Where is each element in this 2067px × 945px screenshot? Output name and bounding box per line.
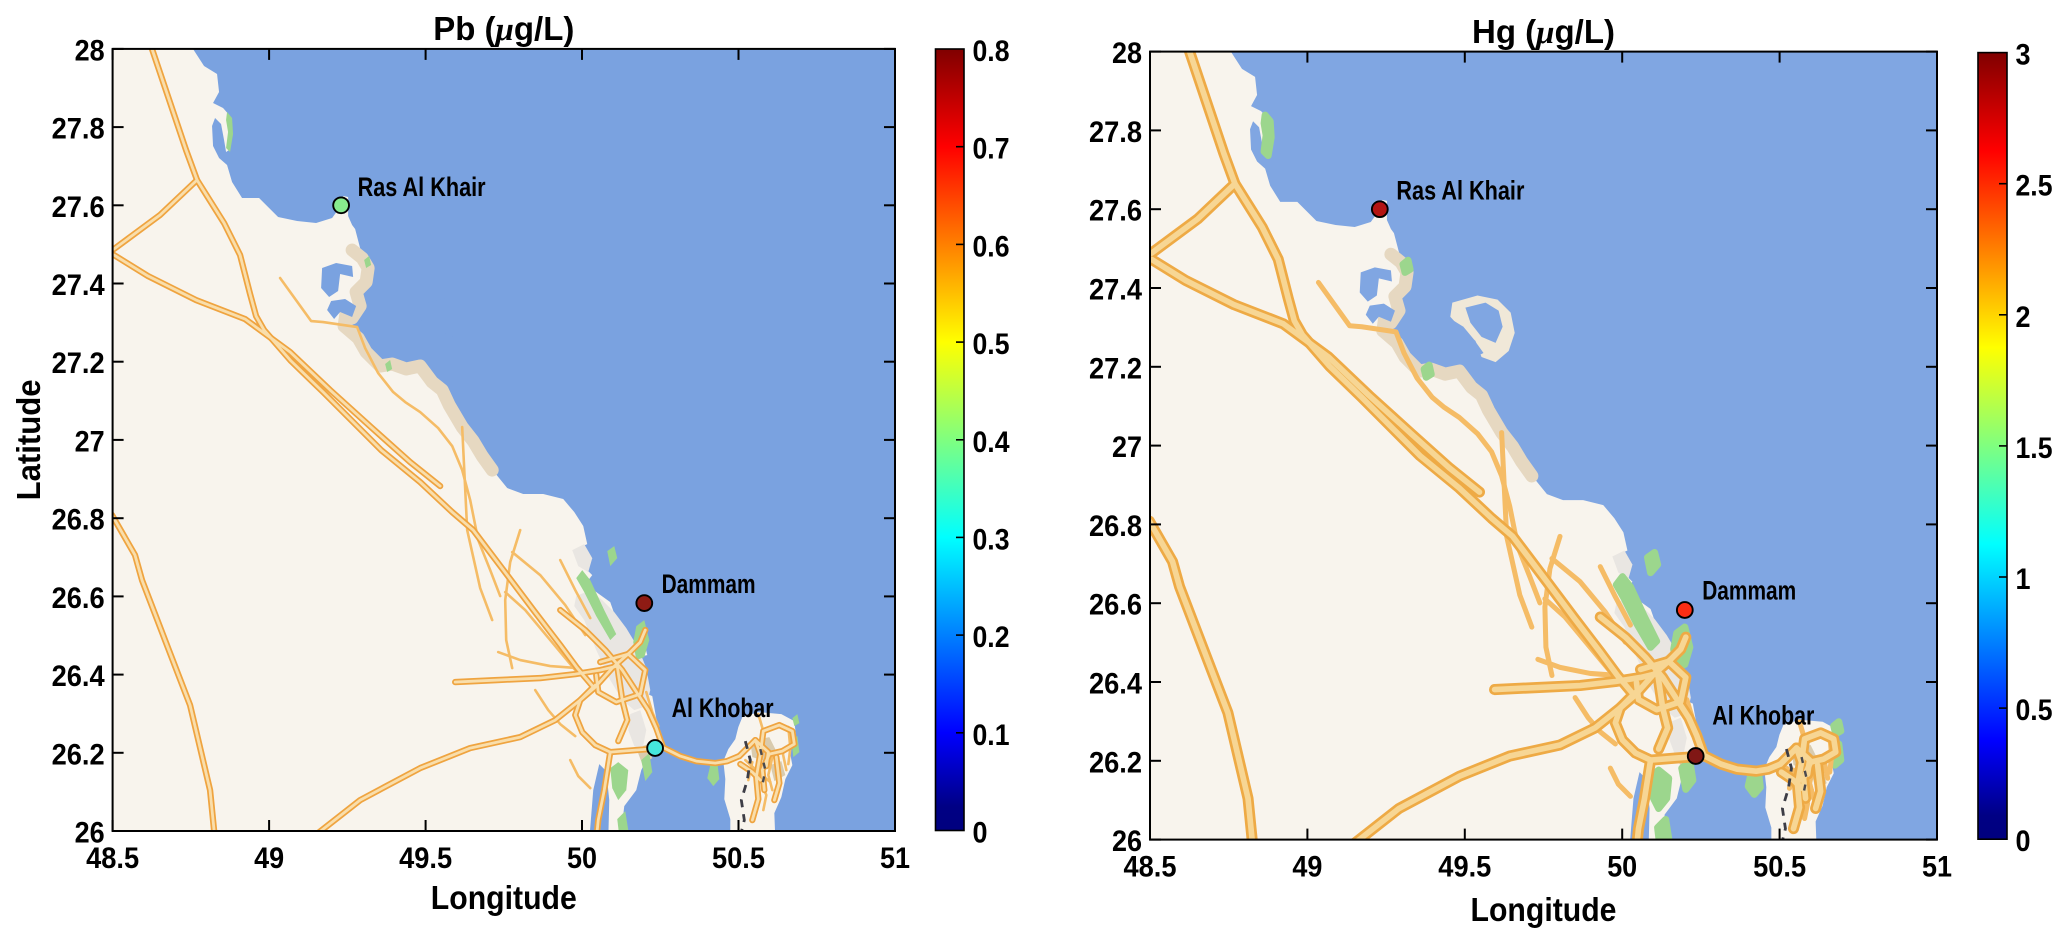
svg-text:2.5: 2.5	[2016, 170, 2053, 203]
svg-text:51: 51	[880, 842, 910, 875]
svg-text:26: 26	[1112, 825, 1142, 858]
svg-text:Al Khobar: Al Khobar	[1712, 701, 1814, 731]
svg-text:0.5: 0.5	[973, 328, 1010, 361]
svg-text:Hg (μg/L): Hg (μg/L)	[1472, 13, 1615, 51]
svg-text:0.3: 0.3	[973, 523, 1010, 556]
svg-text:49: 49	[1292, 851, 1322, 884]
svg-text:48.5: 48.5	[86, 842, 139, 875]
svg-text:49.5: 49.5	[399, 842, 452, 875]
svg-text:0.1: 0.1	[973, 719, 1010, 752]
svg-text:1.5: 1.5	[2016, 432, 2053, 465]
svg-text:27.2: 27.2	[1089, 352, 1142, 385]
svg-text:49.5: 49.5	[1438, 851, 1491, 884]
svg-text:Latitude: Latitude	[10, 379, 47, 500]
svg-text:26.2: 26.2	[52, 738, 105, 771]
svg-text:26.4: 26.4	[1089, 668, 1142, 701]
svg-text:1: 1	[2016, 563, 2031, 596]
svg-text:27.4: 27.4	[1089, 274, 1142, 307]
svg-text:Al Khobar: Al Khobar	[672, 693, 774, 723]
svg-text:27.6: 27.6	[52, 191, 105, 224]
svg-text:26.8: 26.8	[52, 504, 105, 537]
svg-text:26.2: 26.2	[1089, 746, 1142, 779]
svg-text:Dammam: Dammam	[1702, 576, 1796, 606]
svg-text:Ras Al Khair: Ras Al Khair	[1396, 176, 1524, 206]
svg-text:28: 28	[1112, 37, 1142, 70]
svg-text:48.5: 48.5	[1124, 851, 1177, 884]
svg-text:27: 27	[75, 425, 105, 458]
svg-text:26.6: 26.6	[52, 582, 105, 615]
svg-text:3: 3	[2016, 39, 2031, 72]
svg-text:Dammam: Dammam	[662, 569, 756, 599]
svg-text:2: 2	[2016, 301, 2031, 334]
svg-text:0.5: 0.5	[2016, 694, 2053, 727]
svg-text:0.7: 0.7	[973, 133, 1010, 166]
svg-text:27.8: 27.8	[52, 113, 105, 146]
svg-text:50: 50	[1607, 851, 1637, 884]
svg-text:0: 0	[2016, 825, 2031, 858]
svg-text:50: 50	[567, 842, 597, 875]
svg-text:27.2: 27.2	[52, 347, 105, 380]
svg-text:Pb (μg/L): Pb (μg/L)	[433, 10, 574, 48]
svg-text:0.2: 0.2	[973, 621, 1010, 654]
svg-text:51: 51	[1922, 851, 1952, 884]
svg-text:26.6: 26.6	[1089, 589, 1142, 622]
svg-text:Longitude: Longitude	[1471, 891, 1617, 928]
svg-text:Ras Al Khair: Ras Al Khair	[358, 172, 486, 202]
svg-text:27.4: 27.4	[52, 269, 105, 302]
svg-text:0.6: 0.6	[973, 230, 1010, 263]
svg-text:49: 49	[254, 842, 284, 875]
svg-text:28: 28	[75, 34, 105, 67]
svg-text:50.5: 50.5	[712, 842, 765, 875]
svg-text:0.4: 0.4	[973, 426, 1010, 459]
svg-text:26.8: 26.8	[1089, 510, 1142, 543]
svg-text:26.4: 26.4	[52, 660, 105, 693]
svg-text:27.6: 27.6	[1089, 195, 1142, 228]
svg-text:50.5: 50.5	[1753, 851, 1806, 884]
svg-text:27: 27	[1112, 431, 1142, 464]
svg-text:27.8: 27.8	[1089, 116, 1142, 149]
svg-text:Longitude: Longitude	[431, 879, 577, 916]
svg-text:26: 26	[75, 817, 105, 850]
svg-text:0: 0	[973, 817, 988, 850]
svg-text:0.8: 0.8	[973, 35, 1010, 68]
